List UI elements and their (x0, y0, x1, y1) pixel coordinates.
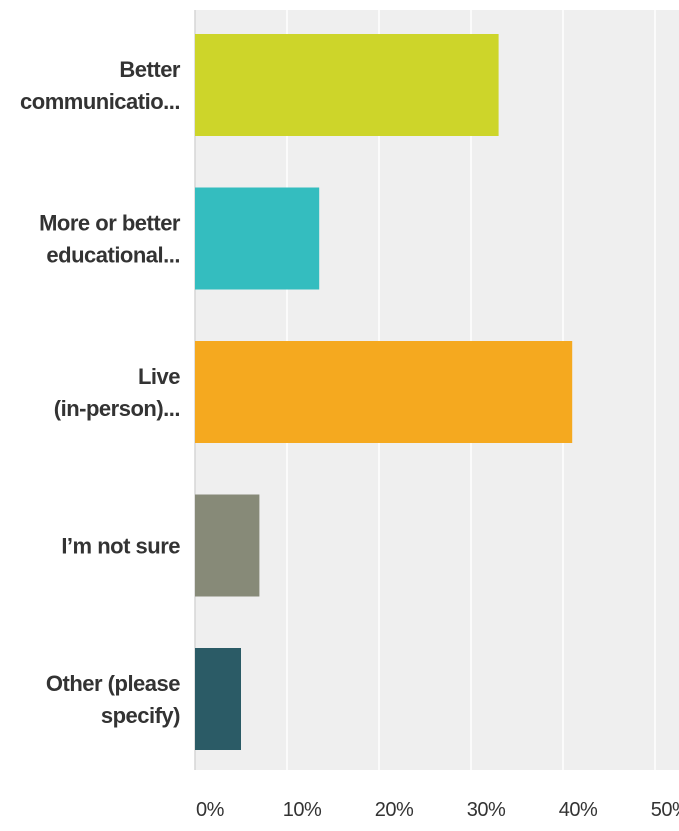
x-tick-label: 40% (559, 799, 598, 821)
x-tick-labels: 0% 10% 20% 30% 40% 50% (196, 799, 679, 821)
bar (195, 341, 573, 443)
x-tick-label: 50% (651, 799, 679, 821)
category-label: I’m not sure (61, 534, 180, 559)
category-label: communicatio... (20, 89, 180, 114)
x-tick-label: 30% (467, 799, 506, 821)
category-label: Other (please (46, 671, 180, 696)
bars (195, 34, 573, 750)
category-label: specify) (101, 703, 180, 728)
x-tick-label: 20% (375, 799, 414, 821)
x-tick-label: 0% (196, 799, 225, 821)
bar (195, 187, 320, 290)
category-label: educational... (46, 243, 180, 268)
category-labels: Better communicatio... More or better educa… (20, 57, 181, 728)
x-tick-label: 10% (283, 799, 322, 821)
bar (195, 494, 260, 597)
category-label: Live (138, 364, 180, 389)
bar (195, 34, 499, 136)
category-label: (in-person)... (54, 396, 180, 421)
category-label: Better (119, 57, 181, 82)
bar (195, 648, 241, 750)
category-label: More or better (39, 211, 181, 236)
